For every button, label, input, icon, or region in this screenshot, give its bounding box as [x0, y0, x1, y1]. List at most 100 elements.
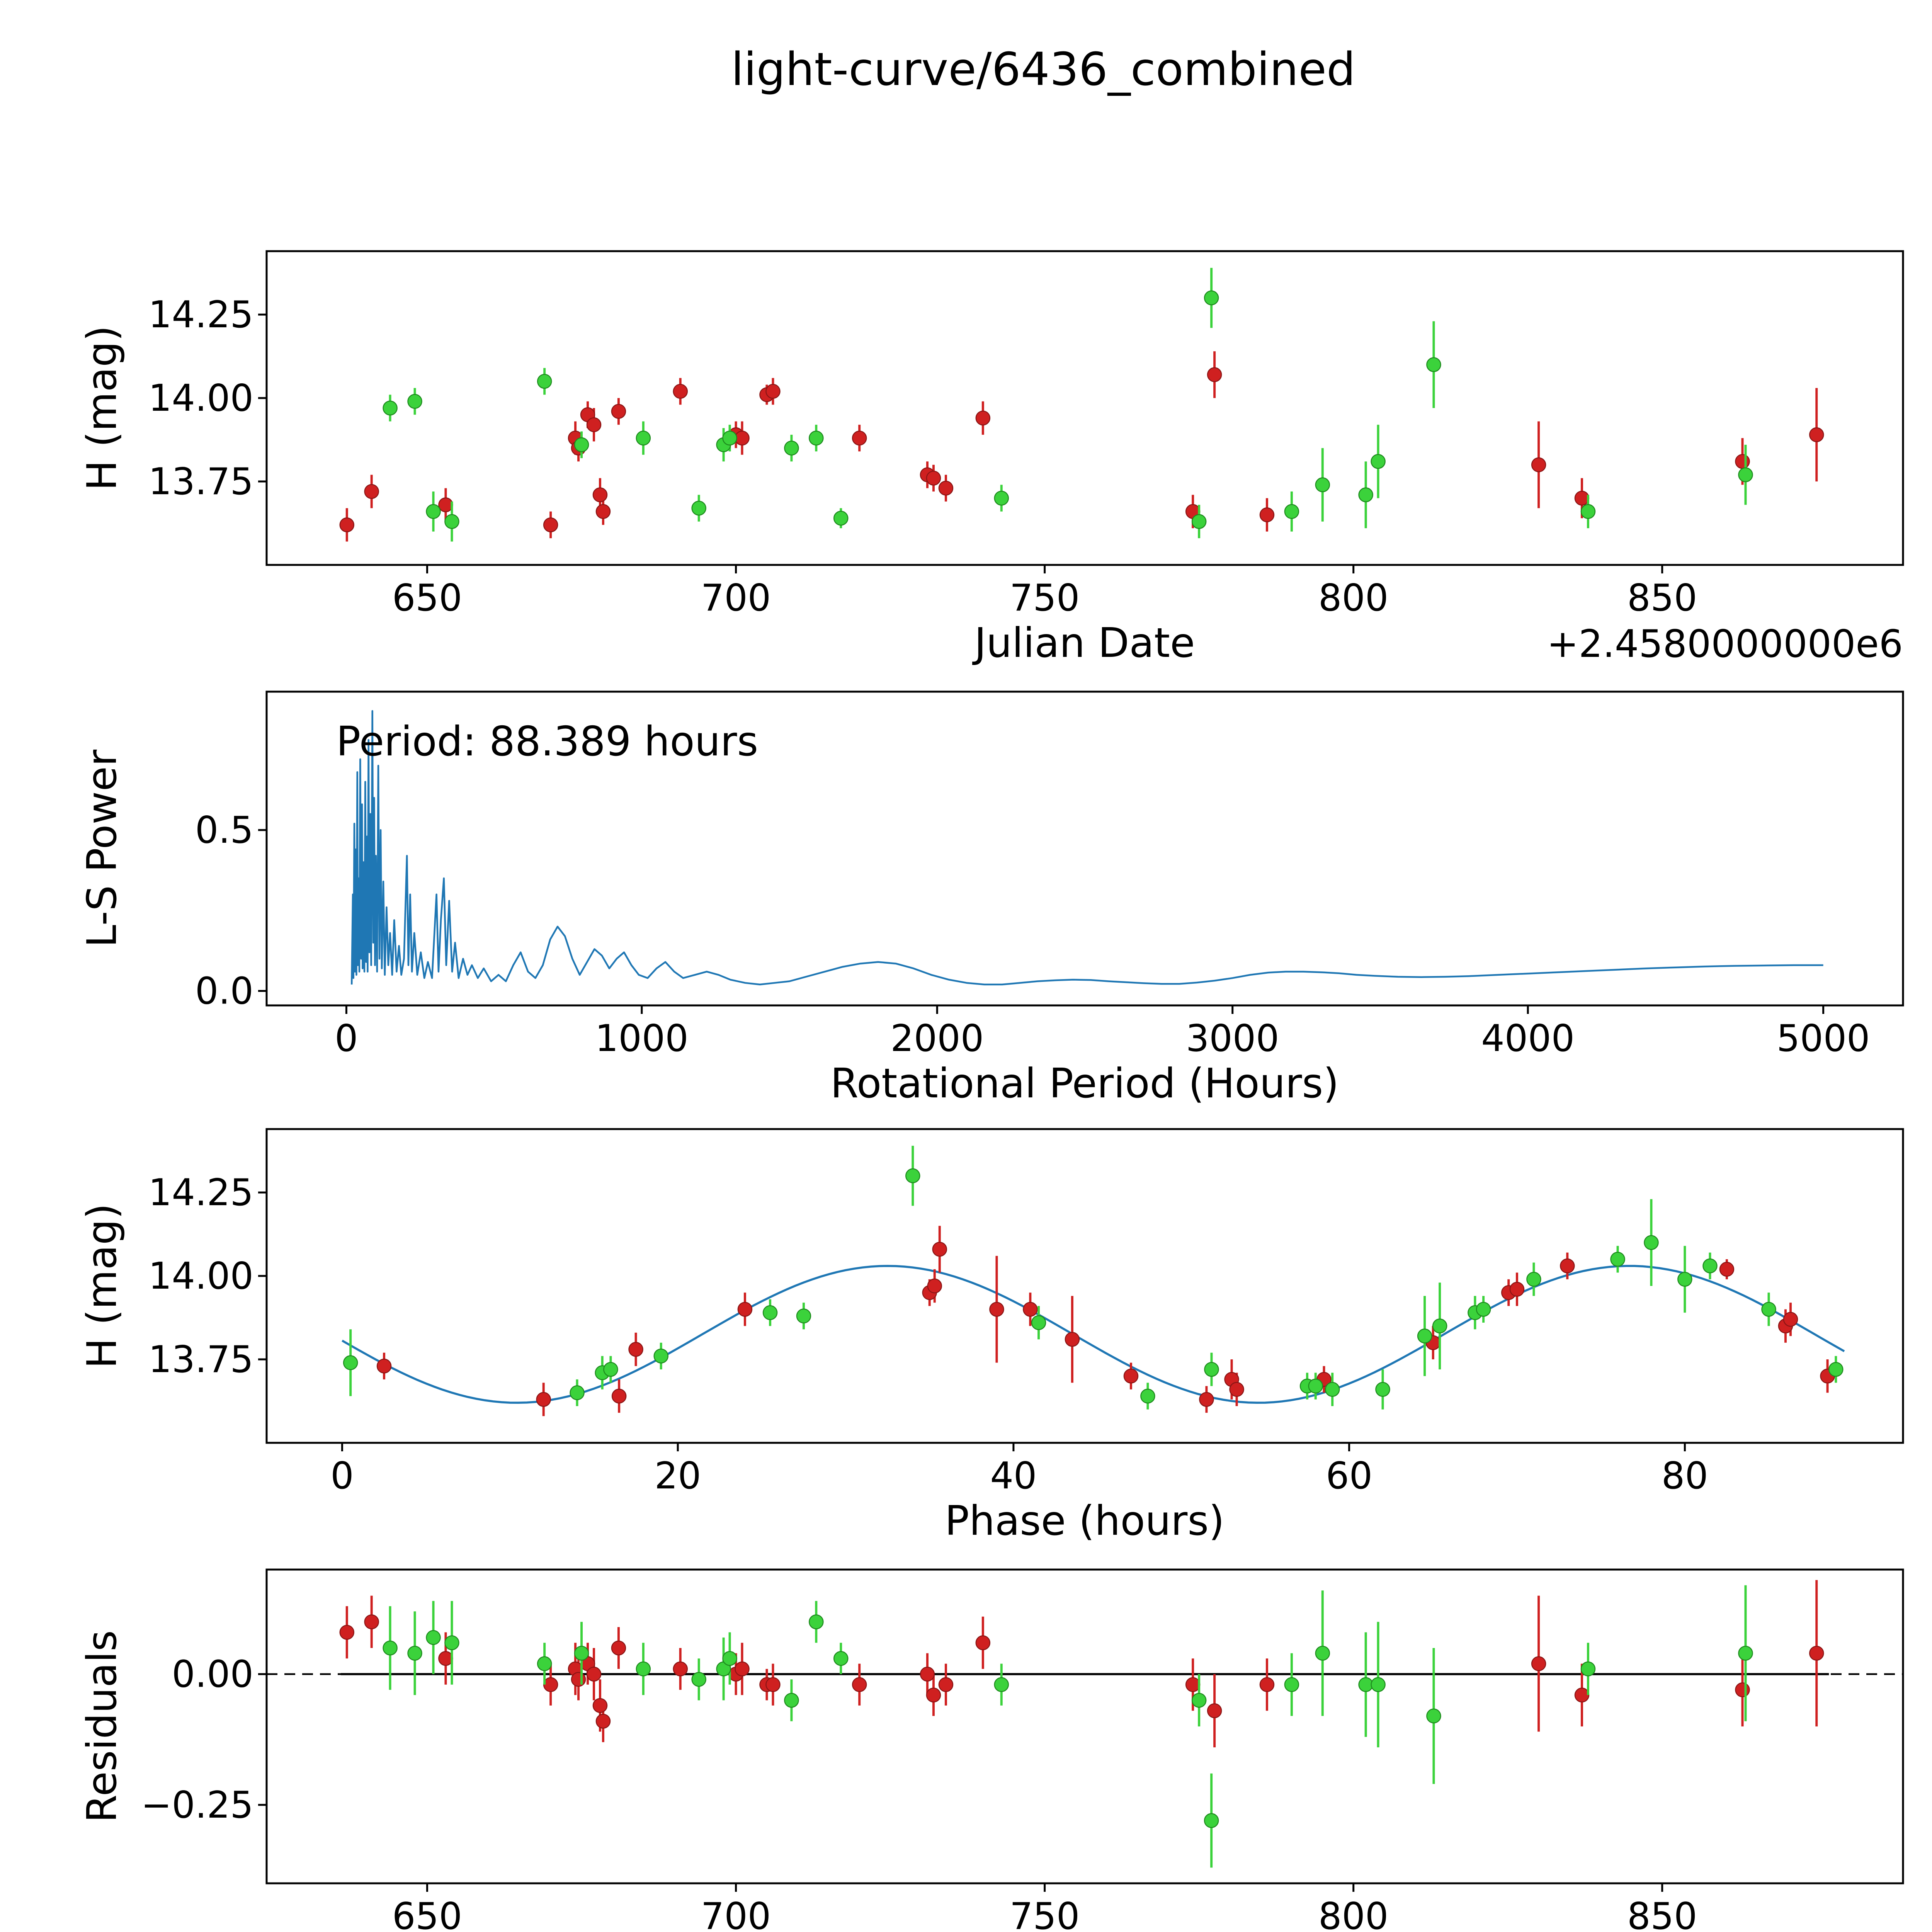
- y-tick-label: 14.00: [148, 1255, 253, 1298]
- data-point: [926, 471, 941, 486]
- data-point: [653, 1349, 668, 1364]
- y-axis-label-residuals: Residuals: [78, 1630, 126, 1823]
- data-point: [1735, 1682, 1750, 1697]
- data-point: [796, 1308, 811, 1323]
- data-point: [1580, 1661, 1596, 1677]
- data-point: [438, 1651, 453, 1666]
- data-point: [673, 384, 688, 399]
- data-point: [1531, 457, 1546, 473]
- data-point: [574, 1646, 589, 1661]
- data-point: [809, 1614, 824, 1629]
- x-tick-label: 650: [392, 577, 462, 619]
- axes-spines: [265, 250, 1904, 566]
- data-point: [1371, 454, 1386, 469]
- panel-periodogram: 0 1000 2000 3000 4000 5000 0.0 0.5: [195, 690, 1904, 1060]
- data-point: [1560, 1258, 1575, 1274]
- x-tick-label: 700: [701, 577, 771, 619]
- data-point: [1432, 1318, 1447, 1333]
- data-point: [1809, 427, 1824, 442]
- x-tick-label: 2000: [890, 1017, 984, 1060]
- data-point: [765, 384, 781, 399]
- data-point: [1325, 1382, 1340, 1397]
- data-point: [1123, 1368, 1139, 1384]
- data-point: [1761, 1302, 1776, 1317]
- data-point: [938, 1677, 954, 1692]
- data-point: [592, 1698, 608, 1713]
- y-tick-label: 14.25: [148, 294, 253, 336]
- data-point: [1531, 1656, 1546, 1671]
- data-point: [1023, 1302, 1038, 1317]
- data-point: [852, 430, 867, 446]
- data-point: [1783, 1312, 1798, 1327]
- data-point: [735, 430, 750, 446]
- x-tick-label: 4000: [1481, 1017, 1575, 1060]
- data-point: [975, 1635, 991, 1650]
- data-point: [1644, 1235, 1659, 1250]
- data-point: [339, 517, 355, 532]
- data-point: [994, 1677, 1009, 1692]
- data-point: [784, 440, 799, 456]
- data-point: [426, 504, 441, 519]
- y-tick-label: 13.75: [148, 1338, 253, 1381]
- data-point: [1580, 504, 1596, 519]
- y-tick-label: −0.25: [141, 1784, 253, 1827]
- x-tick-label: 850: [1627, 1895, 1697, 1932]
- x-tick-label: 1000: [595, 1017, 689, 1060]
- data-point: [1199, 1392, 1214, 1407]
- data-point: [975, 410, 991, 426]
- data-point: [784, 1693, 799, 1708]
- data-point: [809, 430, 824, 446]
- data-point: [543, 517, 558, 532]
- data-point: [570, 1385, 585, 1400]
- data-point: [852, 1677, 867, 1692]
- data-point: [383, 1640, 398, 1656]
- y-tick-label: 0.0: [195, 970, 253, 1013]
- data-point: [691, 1672, 706, 1687]
- y-tick-label: 13.75: [148, 461, 253, 503]
- data-point: [1284, 1677, 1299, 1692]
- data-point: [994, 490, 1009, 506]
- data-point: [407, 394, 422, 409]
- data-point: [1809, 1646, 1824, 1661]
- data-point: [1204, 1813, 1219, 1828]
- data-point: [364, 484, 379, 499]
- data-point: [765, 1677, 781, 1692]
- figure-title: light-curve/6436_combined: [731, 43, 1355, 96]
- x-axis-label-phase: Phase (hours): [945, 1497, 1225, 1544]
- x-tick-label: 80: [1662, 1455, 1708, 1497]
- data-point: [1308, 1378, 1323, 1394]
- data-point: [536, 1392, 551, 1407]
- data-point: [383, 400, 398, 416]
- x-tick-label: 850: [1627, 577, 1697, 619]
- data-point: [1735, 454, 1750, 469]
- x-axis-offset-text-top: +2.4580000000e6: [1547, 622, 1903, 666]
- data-point: [1526, 1272, 1541, 1287]
- data-point: [1426, 357, 1441, 372]
- data-point: [1140, 1388, 1155, 1404]
- x-tick-label: 20: [655, 1455, 701, 1497]
- y-tick-label: 14.00: [148, 377, 253, 420]
- data-point: [1204, 290, 1219, 306]
- data-point: [932, 1242, 947, 1257]
- data-point: [1259, 1677, 1275, 1692]
- data-point: [571, 1672, 586, 1687]
- data-point: [927, 1278, 942, 1294]
- data-point: [1191, 1693, 1207, 1708]
- data-point: [595, 504, 611, 519]
- data-point: [1677, 1272, 1692, 1287]
- x-tick-label: 0: [330, 1455, 354, 1497]
- y-tick-label: 14.25: [148, 1172, 253, 1214]
- data-point: [1426, 1708, 1441, 1724]
- y-tick-label: 0.5: [195, 809, 253, 852]
- y-axis-label-ls-power: L-S Power: [78, 749, 126, 947]
- axes-spines: [265, 690, 1904, 1007]
- data-point: [989, 1302, 1004, 1317]
- data-point: [636, 1661, 651, 1677]
- data-point: [1358, 1677, 1373, 1692]
- data-point: [722, 430, 737, 446]
- data-point: [905, 1168, 920, 1184]
- data-point: [1185, 1677, 1201, 1692]
- data-point: [586, 1667, 602, 1682]
- x-tick-label: 650: [392, 1895, 462, 1932]
